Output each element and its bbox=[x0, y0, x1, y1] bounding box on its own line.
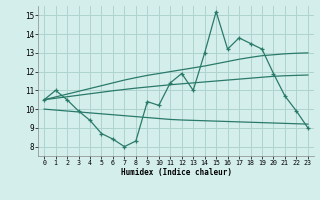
X-axis label: Humidex (Indice chaleur): Humidex (Indice chaleur) bbox=[121, 168, 231, 177]
